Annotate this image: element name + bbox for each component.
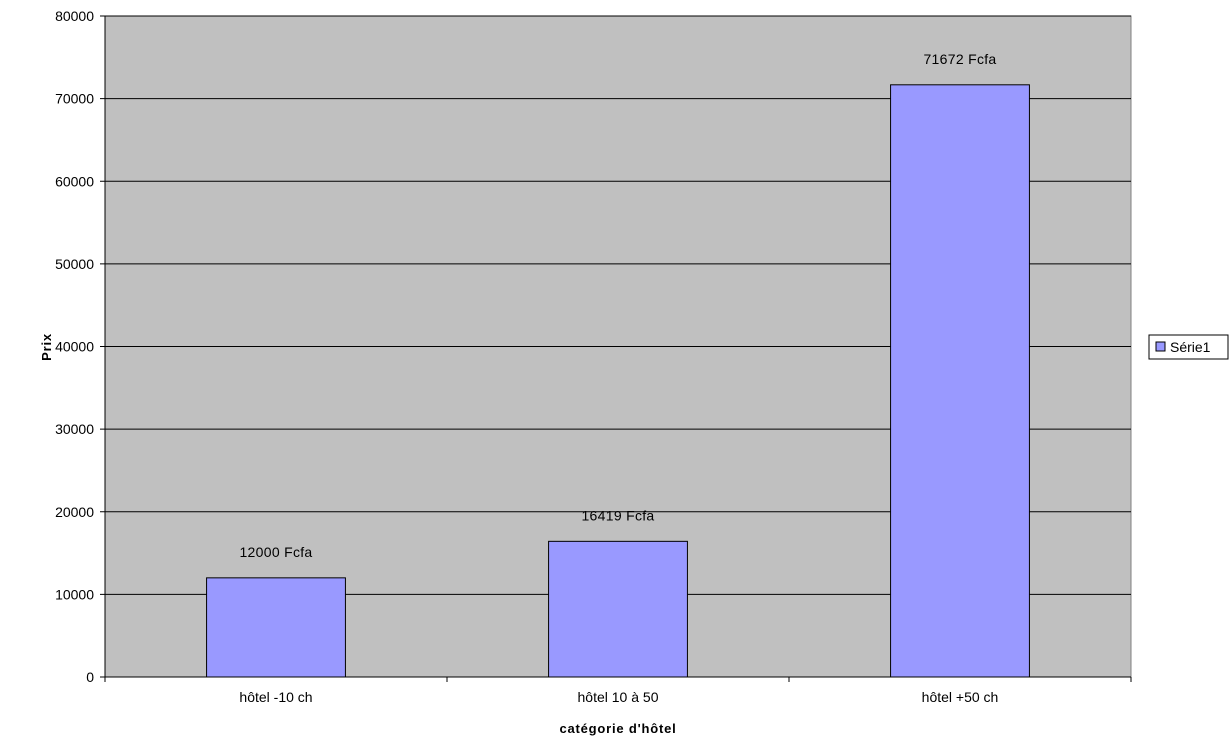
data-label: 71672 Fcfa <box>923 51 996 67</box>
data-label: 16419 Fcfa <box>581 507 654 523</box>
y-axis-title: Prix <box>39 333 54 361</box>
y-tick-label: 60000 <box>55 173 94 189</box>
bars <box>206 84 1030 678</box>
x-axis-title: catégorie d'hôtel <box>559 721 676 736</box>
x-tick-label: hôtel -10 ch <box>239 689 312 705</box>
x-tick-label: hôtel 10 à 50 <box>578 689 659 705</box>
legend-label: Série1 <box>1170 339 1211 355</box>
bar <box>206 577 346 678</box>
legend: Série1 <box>1148 334 1229 360</box>
x-tick-label: hôtel +50 ch <box>922 689 999 705</box>
x-axis-ticks: hôtel -10 ch hôtel 10 à 50 hôtel +50 ch <box>104 677 1132 705</box>
bar <box>548 540 688 678</box>
y-tick-label: 80000 <box>55 8 94 24</box>
data-label: 12000 Fcfa <box>239 544 312 560</box>
data-labels: 12000 Fcfa 16419 Fcfa 71672 Fcfa <box>239 51 996 560</box>
y-tick-label: 30000 <box>55 421 94 437</box>
y-tick-label: 40000 <box>55 339 94 355</box>
bar <box>890 84 1030 678</box>
y-tick-label: 10000 <box>55 586 94 602</box>
y-tick-label: 0 <box>86 669 94 685</box>
y-tick-label: 20000 <box>55 504 94 520</box>
y-tick-label: 70000 <box>55 91 94 107</box>
y-axis-ticks: 0 10000 20000 30000 40000 50000 60000 70000 8000… <box>55 8 105 685</box>
y-tick-label: 50000 <box>55 256 94 272</box>
legend-swatch <box>1155 341 1166 352</box>
